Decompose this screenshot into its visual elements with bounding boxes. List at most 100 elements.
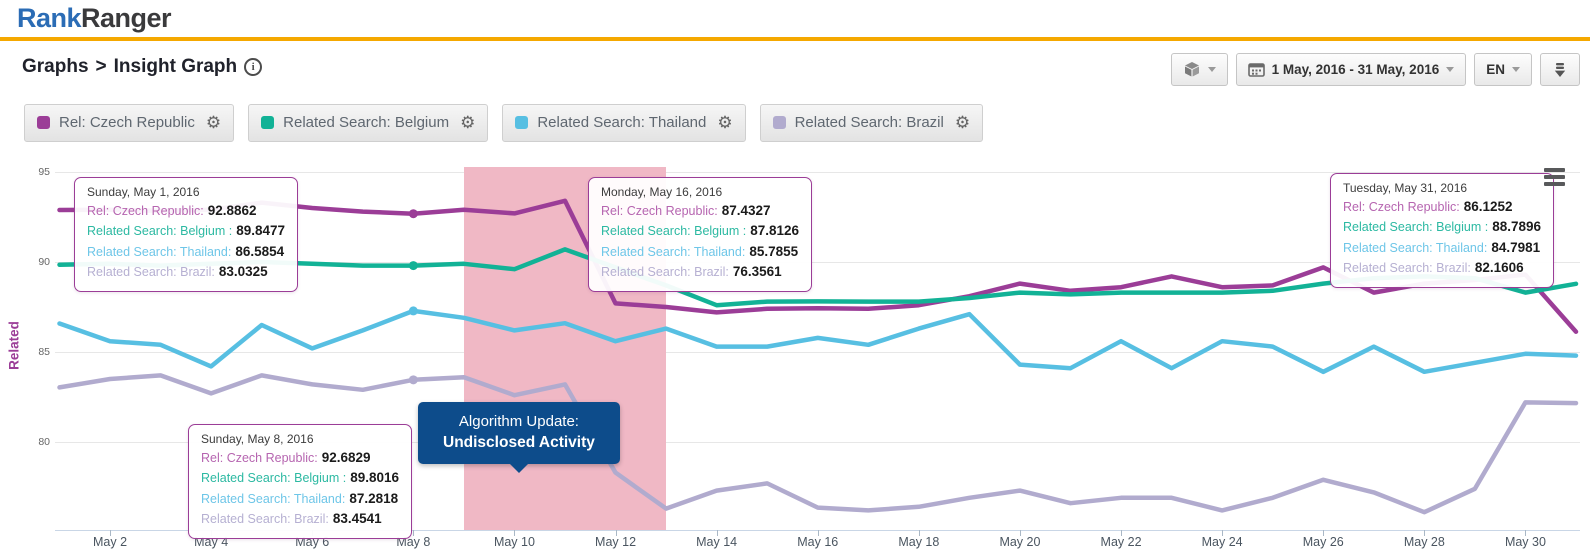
tooltip-row-value: 88.7896: [1492, 219, 1542, 235]
hover-marker-czech-republic[interactable]: [408, 209, 418, 219]
page-title: Insight Graph: [113, 56, 238, 77]
x-tick: [1323, 530, 1325, 536]
toolbar-controls: 1 May, 2016 - 31 May, 2016 EN: [1170, 53, 1580, 86]
tooltip-row-value: 82.1606: [1474, 259, 1524, 275]
x-tick: [413, 530, 415, 536]
tooltip-row: Related Search: Belgium :88.7896: [1343, 217, 1541, 237]
tooltip-row-label: Rel: Czech Republic:: [601, 204, 718, 218]
x-tick: [1525, 530, 1527, 536]
tooltip-row-value: 89.8016: [350, 470, 400, 486]
app-header: RankRanger: [0, 0, 1590, 41]
x-tick: [1222, 530, 1224, 536]
tooltip-row-label: Related Search: Brazil:: [1343, 260, 1471, 275]
legend-chip-czech-republic[interactable]: Rel: Czech Republic ⚙: [24, 103, 235, 142]
date-range-value: 1 May, 2016 - 31 May, 2016: [1271, 62, 1440, 77]
y-tick-label: 90: [38, 256, 50, 268]
tooltip-row: Rel: Czech Republic: 92.8862: [87, 201, 285, 221]
legend-chip-belgium[interactable]: Related Search: Belgium ⚙: [248, 103, 489, 142]
tooltip-row-value: 92.6829: [321, 450, 371, 465]
annotation-line1: Algorithm Update:: [458, 413, 579, 430]
x-tick-label: May 22: [1100, 535, 1142, 549]
gridline: [55, 352, 1580, 353]
tooltip-row-value: 86.5854: [235, 243, 285, 259]
date-range-picker[interactable]: 1 May, 2016 - 31 May, 2016: [1235, 53, 1467, 86]
x-tick: [817, 530, 819, 536]
hover-marker-brazil[interactable]: [408, 375, 418, 385]
tooltip-row: Related Search: Brazil: 76.3561: [601, 262, 799, 282]
series-line-czech-republic[interactable]: [57, 198, 1579, 334]
y-tick-label: 95: [38, 166, 50, 178]
tooltip-row-label: Related Search: Brazil:: [87, 264, 215, 279]
x-tick: [716, 530, 718, 536]
tooltip-row-label: Rel: Czech Republic:: [201, 451, 318, 465]
x-tick-label: May 10: [493, 535, 535, 549]
x-axis-line: [55, 530, 1580, 531]
tooltip-date: Sunday, May 8, 2016: [201, 432, 314, 446]
download-button[interactable]: [1540, 53, 1580, 86]
gear-icon[interactable]: ⚙: [954, 113, 971, 132]
tooltip-row-value: 76.3561: [732, 263, 782, 279]
series-line-thailand[interactable]: [57, 308, 1579, 375]
x-tick: [1424, 530, 1426, 536]
tooltip-row-value: 86.1252: [1463, 199, 1513, 214]
legend-chip-thailand[interactable]: Related Search: Thailand ⚙: [502, 103, 746, 142]
tooltip-row-value: 87.8126: [750, 223, 800, 239]
hover-marker-thailand[interactable]: [408, 306, 418, 316]
tooltip-row-value: 83.4541: [332, 510, 382, 526]
tooltip-row-label: Related Search: Brazil:: [201, 511, 329, 526]
breadcrumb-separator: >: [95, 56, 107, 77]
tooltip-date: Sunday, May 1, 2016: [87, 185, 200, 199]
chevron-down-icon: [1446, 67, 1455, 72]
series-lines[interactable]: [0, 152, 1590, 554]
tooltip-may-16: Monday, May 16, 2016 Rel: Czech Republic…: [588, 177, 813, 292]
tooltip-row: Related Search: Belgium :89.8016: [201, 468, 399, 488]
tooltip-may-8: Sunday, May 8, 2016 Rel: Czech Republic:…: [188, 424, 413, 539]
legend-chip-brazil[interactable]: Related Search: Brazil ⚙: [759, 103, 984, 142]
rankranger-logo[interactable]: RankRanger: [17, 3, 172, 34]
gridline: [55, 262, 1580, 263]
hover-marker-belgium[interactable]: [408, 261, 418, 271]
chevron-down-icon: [1512, 67, 1520, 72]
series-line-belgium[interactable]: [57, 247, 1579, 308]
tooltip-row: Related Search: Brazil: 82.1606: [1343, 258, 1541, 278]
tooltip-row-value: 84.7981: [1491, 239, 1541, 255]
module-select-button[interactable]: [1170, 53, 1228, 86]
info-icon[interactable]: i: [244, 58, 263, 76]
tooltip-row-value: 87.4327: [721, 203, 771, 218]
language-select[interactable]: EN: [1474, 53, 1532, 86]
tooltip-row-value: 85.7855: [749, 243, 799, 259]
breadcrumb-section: Graphs: [22, 56, 89, 77]
tooltip-row-label: Related Search: Thailand:: [601, 244, 746, 259]
gear-icon[interactable]: ⚙: [460, 113, 476, 132]
x-tick-label: May 30: [1504, 535, 1546, 549]
insight-line-chart[interactable]: Related 95 90 85 80 May 2 May 4 May 6 May 8 May…: [0, 152, 1590, 554]
gridline: [55, 172, 1580, 173]
tooltip-row-value: 87.2818: [349, 490, 399, 506]
tooltip-row-label: Related Search: Belgium :: [201, 471, 347, 486]
tooltip-row: Related Search: Thailand: 84.7981: [1343, 238, 1541, 258]
x-tick: [615, 530, 617, 536]
tooltip-date: Tuesday, May 31, 2016: [1343, 181, 1468, 195]
tooltip-row-label: Related Search: Brazil:: [601, 264, 729, 279]
gear-icon[interactable]: ⚙: [205, 113, 222, 132]
tooltip-may-1: Sunday, May 1, 2016 Rel: Czech Republic:…: [74, 177, 299, 292]
gear-icon[interactable]: ⚙: [717, 113, 733, 132]
cube-icon: [1183, 61, 1201, 78]
x-tick: [918, 530, 920, 536]
tooltip-row-label: Related Search: Thailand:: [87, 244, 232, 259]
x-tick-label: May 2: [93, 535, 128, 549]
breadcrumb: Graphs > Insight Graph i: [22, 56, 263, 78]
series-line-brazil[interactable]: [57, 373, 1579, 515]
tooltip-row-label: Related Search: Belgium :: [87, 224, 233, 239]
tooltip-row-label: Rel: Czech Republic:: [1343, 200, 1460, 214]
tooltip-row: Rel: Czech Republic: 92.6829: [201, 448, 399, 468]
legend-label: Related Search: Thailand: [537, 114, 707, 131]
tooltip-row-value: 89.8477: [236, 223, 286, 239]
annotation-line2: Undisclosed Activity: [443, 434, 595, 451]
x-tick-label: May 16: [797, 535, 839, 549]
x-tick-label: May 18: [898, 535, 940, 549]
legend-label: Rel: Czech Republic: [59, 114, 195, 131]
tooltip-may-31: Tuesday, May 31, 2016 Rel: Czech Republi…: [1330, 173, 1555, 288]
chart-context-menu-icon[interactable]: [1544, 168, 1566, 189]
